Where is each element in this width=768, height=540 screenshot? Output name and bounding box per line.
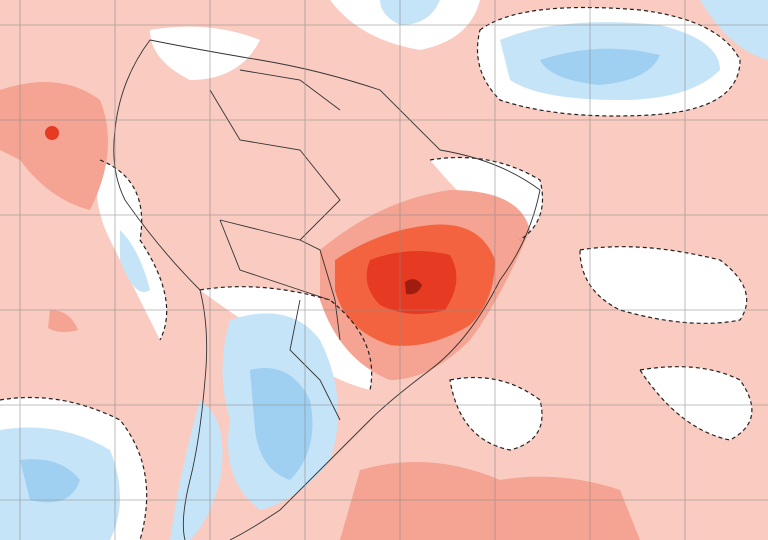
dashed-contours xyxy=(0,6,753,540)
warm-areas xyxy=(0,82,640,540)
moderate-cool-areas xyxy=(20,48,660,503)
